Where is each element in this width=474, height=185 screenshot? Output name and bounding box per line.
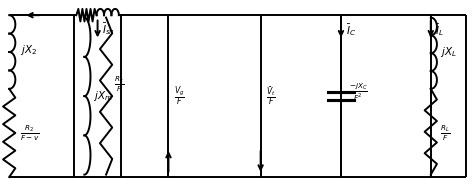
- Text: $\frac{\bar{V}_t}{F}$: $\frac{\bar{V}_t}{F}$: [266, 85, 276, 107]
- Text: $jX_L$: $jX_L$: [440, 45, 457, 59]
- Text: $jX_2$: $jX_2$: [19, 43, 36, 57]
- Text: $jX_m$: $jX_m$: [93, 89, 113, 103]
- Text: $\bar{I}_C$: $\bar{I}_C$: [346, 22, 356, 38]
- Text: $\frac{R_c}{F}$: $\frac{R_c}{F}$: [114, 74, 124, 94]
- Text: $\frac{R_2}{F-v}$: $\frac{R_2}{F-v}$: [19, 123, 39, 143]
- Text: $\bar{I}_{sh}$: $\bar{I}_{sh}$: [102, 21, 115, 37]
- Text: $\frac{V_g}{F}$: $\frac{V_g}{F}$: [174, 84, 185, 108]
- Text: $\frac{R_L}{F}$: $\frac{R_L}{F}$: [440, 123, 450, 143]
- Text: $\frac{-jX_C}{F^2}$: $\frac{-jX_C}{F^2}$: [349, 82, 368, 103]
- Text: $\bar{I}_L$: $\bar{I}_L$: [436, 22, 444, 38]
